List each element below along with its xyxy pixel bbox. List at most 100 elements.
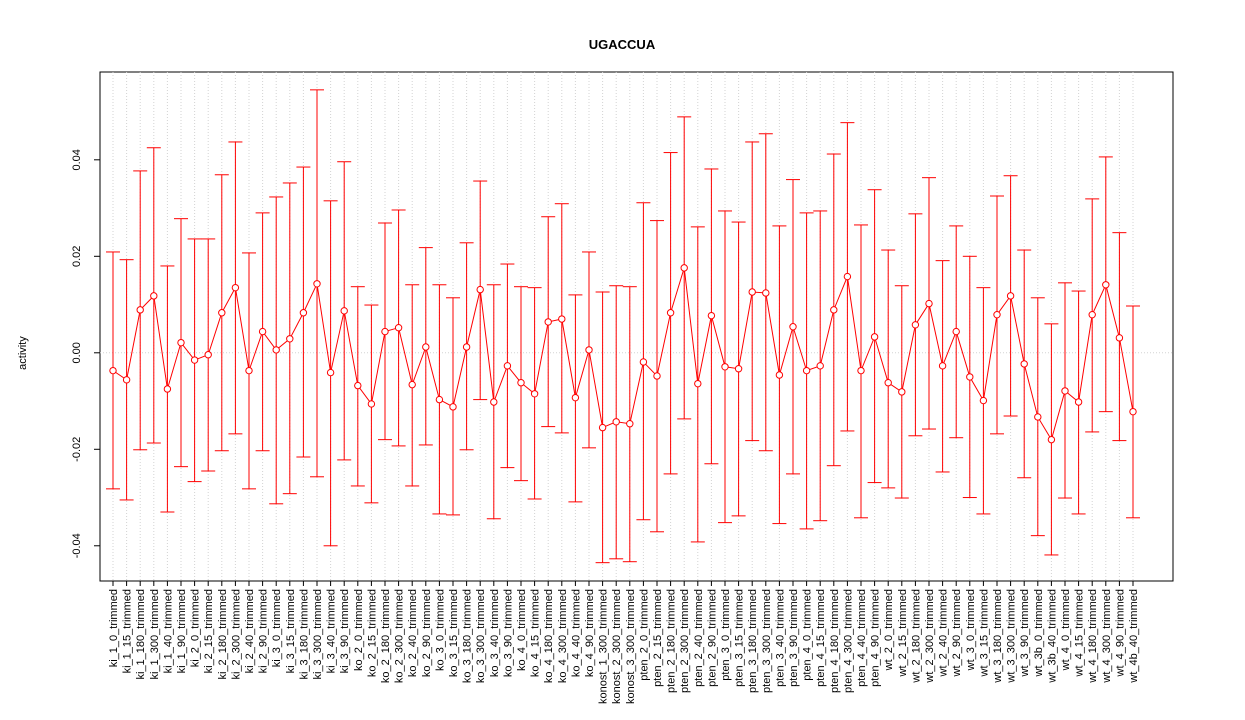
x-tick-label: wt_2_300_trimmed <box>924 589 936 684</box>
x-tick-label: konost_1_300_trimmed <box>598 589 610 704</box>
x-tick-label: ki_1_15_trimmed <box>122 589 134 673</box>
mean-point <box>830 306 838 314</box>
x-tick-label: ki_2_40_trimmed <box>244 589 256 673</box>
mean-point <box>367 400 376 408</box>
mean-point <box>530 390 539 398</box>
mean-point <box>966 373 974 381</box>
mean-point <box>612 418 620 426</box>
x-tick-label: pten_4_15_trimmed <box>815 589 827 687</box>
x-tick-label: ki_2_300_trimmed <box>230 589 242 680</box>
x-tick-label: pten_4_90_trimmed <box>870 589 882 687</box>
y-tick-label: -0.02 <box>71 437 83 462</box>
x-tick-label: ki_3_300_trimmed <box>312 589 324 680</box>
x-tick-label: ko_2_300_trimmed <box>394 589 406 683</box>
mean-point <box>870 333 879 341</box>
mean-point <box>898 388 906 396</box>
mean-point <box>1088 310 1096 319</box>
mean-point <box>299 309 308 317</box>
y-tick-label: 0.00 <box>71 342 83 363</box>
mean-point <box>734 365 743 373</box>
x-tick-label: ko_2_40_trimmed <box>407 589 419 677</box>
mean-point <box>816 362 824 370</box>
mean-point <box>925 299 933 308</box>
x-tick-label: wt_4b_40_trimmed <box>1128 589 1140 684</box>
mean-point <box>558 315 566 323</box>
x-tick-label: ki_3_90_trimmed <box>339 589 351 673</box>
y-axis-label: activity <box>17 336 29 370</box>
mean-point <box>993 310 1001 319</box>
mean-point <box>340 307 348 315</box>
y-tick-label: 0.04 <box>71 149 83 170</box>
x-tick-label: ki_2_90_trimmed <box>258 589 270 673</box>
mean-point <box>204 351 212 359</box>
x-tick-label: ko_2_180_trimmed <box>380 589 392 683</box>
mean-point <box>272 346 280 354</box>
x-tick-label: ki_1_0_trimmed <box>108 589 120 667</box>
x-tick-label: ki_1_90_trimmed <box>176 589 188 673</box>
x-tick-label: wt_4_180_trimmed <box>1087 589 1099 684</box>
mean-point <box>952 327 960 336</box>
x-tick-label: ko_3_300_trimmed <box>475 589 487 683</box>
x-tick-label: pten_4_300_trimmed <box>842 589 854 693</box>
chart-title: UGACCUA <box>589 37 656 52</box>
mean-point <box>381 327 389 336</box>
mean-point <box>775 371 784 379</box>
x-tick-label: ko_2_0_trimmed <box>353 589 365 671</box>
mean-point <box>326 368 335 377</box>
mean-point <box>394 324 403 332</box>
x-tick-label: ki_2_0_trimmed <box>190 589 202 667</box>
mean-point <box>449 403 457 411</box>
x-tick-label: wt_3_15_trimmed <box>978 589 990 677</box>
x-tick-label: ki_2_15_trimmed <box>203 589 215 673</box>
mean-point <box>938 362 947 370</box>
x-tick-label: konost_2_300_trimmed <box>611 589 623 704</box>
x-tick-label: ki_3_15_trimmed <box>285 589 297 673</box>
x-tick-label: wt_3_180_trimmed <box>992 589 1004 684</box>
x-tick-label: ki_3_40_trimmed <box>326 589 338 673</box>
mean-point <box>680 264 688 272</box>
x-tick-label: pten_2_90_trimmed <box>706 589 718 687</box>
x-tick-label: pten_2_40_trimmed <box>693 589 705 687</box>
mean-point <box>585 346 593 354</box>
x-tick-label: ko_2_90_trimmed <box>421 589 433 677</box>
mean-point <box>177 338 185 347</box>
mean-point <box>544 318 552 326</box>
mean-point <box>517 379 525 387</box>
x-tick-label: ko_4_15_trimmed <box>530 589 542 677</box>
mean-point <box>286 335 294 343</box>
mean-line <box>112 267 1134 441</box>
mean-point <box>122 376 131 384</box>
mean-point <box>1129 407 1137 416</box>
x-tick-label: wt_3_300_trimmed <box>1006 589 1018 684</box>
x-tick-label: ko_3_90_trimmed <box>502 589 514 677</box>
x-tick-label: konost_3_300_trimmed <box>625 589 637 704</box>
mean-point <box>884 379 892 387</box>
mean-point <box>1006 292 1015 300</box>
x-tick-label: ki_1_40_trimmed <box>162 589 174 673</box>
mean-point <box>503 362 512 370</box>
x-tick-label: wt_2_90_trimmed <box>951 589 963 677</box>
x-tick-label: pten_3_15_trimmed <box>734 589 746 687</box>
mean-point <box>762 289 770 297</box>
x-tick-label: ko_4_300_trimmed <box>557 589 569 683</box>
mean-point <box>1061 387 1069 395</box>
mean-point <box>653 372 661 380</box>
mean-point <box>1102 281 1110 289</box>
x-tick-label: ki_3_180_trimmed <box>298 589 310 680</box>
x-tick-label: ko_3_180_trimmed <box>462 589 474 683</box>
mean-point <box>476 285 484 294</box>
mean-point <box>843 272 852 281</box>
x-tick-label: wt_2_180_trimmed <box>910 589 922 684</box>
mean-point <box>258 327 267 336</box>
mean-point <box>1034 413 1042 421</box>
x-tick-label: ko_4_0_trimmed <box>516 589 528 671</box>
x-tick-label: ki_3_0_trimmed <box>271 589 283 667</box>
x-tick-label: wt_3b_0_trimmed <box>1033 589 1045 677</box>
mean-point <box>694 379 702 388</box>
x-tick-label: ki_1_180_trimmed <box>135 589 147 680</box>
mean-point <box>721 363 729 371</box>
mean-point <box>231 283 240 292</box>
x-tick-label: ko_3_0_trimmed <box>434 589 446 671</box>
x-tick-label: pten_3_40_trimmed <box>774 589 786 687</box>
x-tick-label: pten_2_300_trimmed <box>679 589 691 693</box>
